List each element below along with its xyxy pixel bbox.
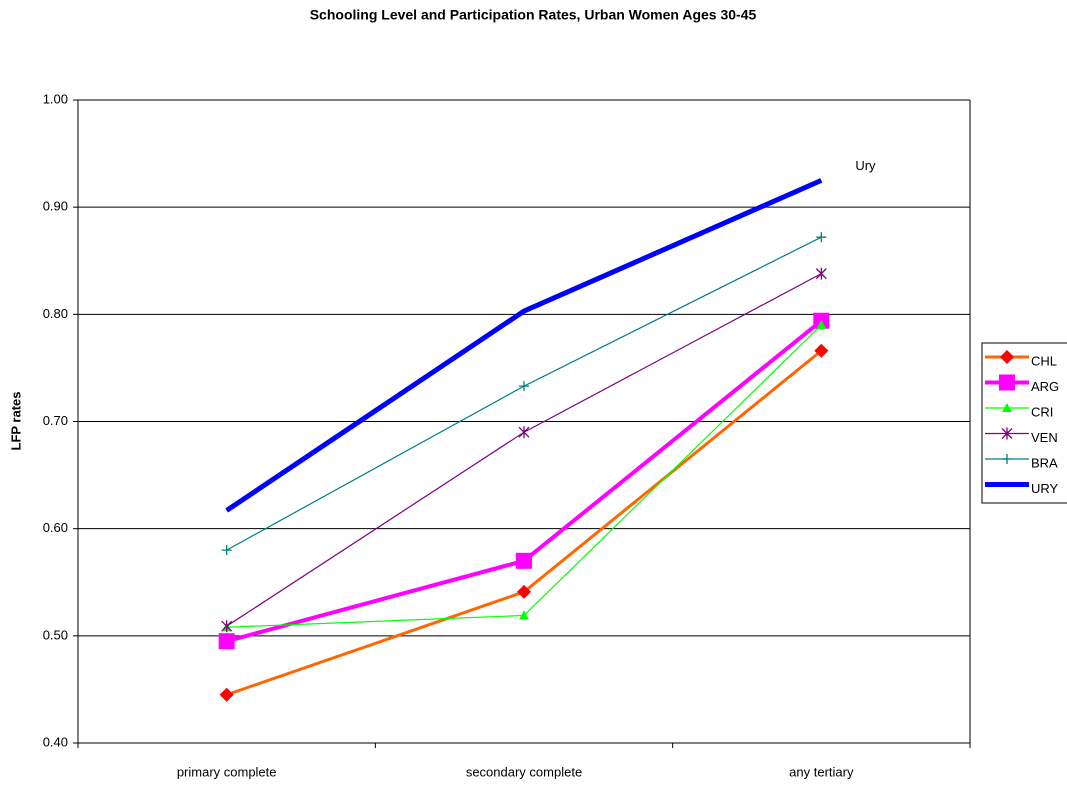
y-tick-label: 0.50	[43, 627, 68, 642]
series-marker	[519, 610, 529, 620]
chart-title: Schooling Level and Participation Rates,…	[310, 7, 757, 23]
legend-label: BRA	[1031, 455, 1058, 470]
series-marker	[519, 381, 529, 392]
series-marker	[221, 620, 233, 633]
series-marker	[517, 584, 531, 599]
x-tick-label: secondary complete	[466, 764, 582, 779]
x-tick-label: any tertiary	[789, 764, 854, 779]
legend-label: URY	[1031, 481, 1059, 496]
legend-label: VEN	[1031, 430, 1058, 445]
legend-marker	[1000, 350, 1014, 364]
legend-box	[981, 342, 1067, 504]
y-tick-label: 0.90	[43, 199, 68, 214]
y-tick-label: 1.00	[43, 91, 68, 106]
legend-marker	[999, 374, 1015, 391]
legend-label: CHL	[1031, 353, 1057, 368]
series-line	[226, 324, 822, 628]
legend-label: CRI	[1031, 404, 1053, 419]
annotation: Ury	[855, 158, 876, 173]
series-line	[225, 178, 823, 513]
series-marker	[815, 267, 827, 280]
series-line	[226, 349, 823, 697]
series-marker	[814, 343, 829, 358]
y-tick-label: 0.40	[43, 734, 68, 749]
y-axis-label: LFP rates	[8, 391, 23, 450]
legend-label: ARG	[1031, 379, 1059, 394]
series-marker	[816, 232, 827, 243]
legend-marker	[1002, 454, 1012, 464]
series-marker	[218, 633, 235, 650]
series-marker	[518, 426, 530, 439]
series-marker	[516, 552, 532, 569]
legend-marker	[1002, 403, 1012, 412]
y-tick-label: 0.60	[43, 520, 68, 535]
series-marker	[221, 545, 232, 556]
series-marker	[219, 687, 234, 702]
x-tick-label: primary complete	[177, 764, 277, 779]
legend-marker	[1001, 427, 1013, 440]
y-tick-label: 0.70	[43, 413, 68, 428]
series-marker	[816, 320, 827, 330]
y-tick-label: 0.80	[43, 306, 68, 321]
